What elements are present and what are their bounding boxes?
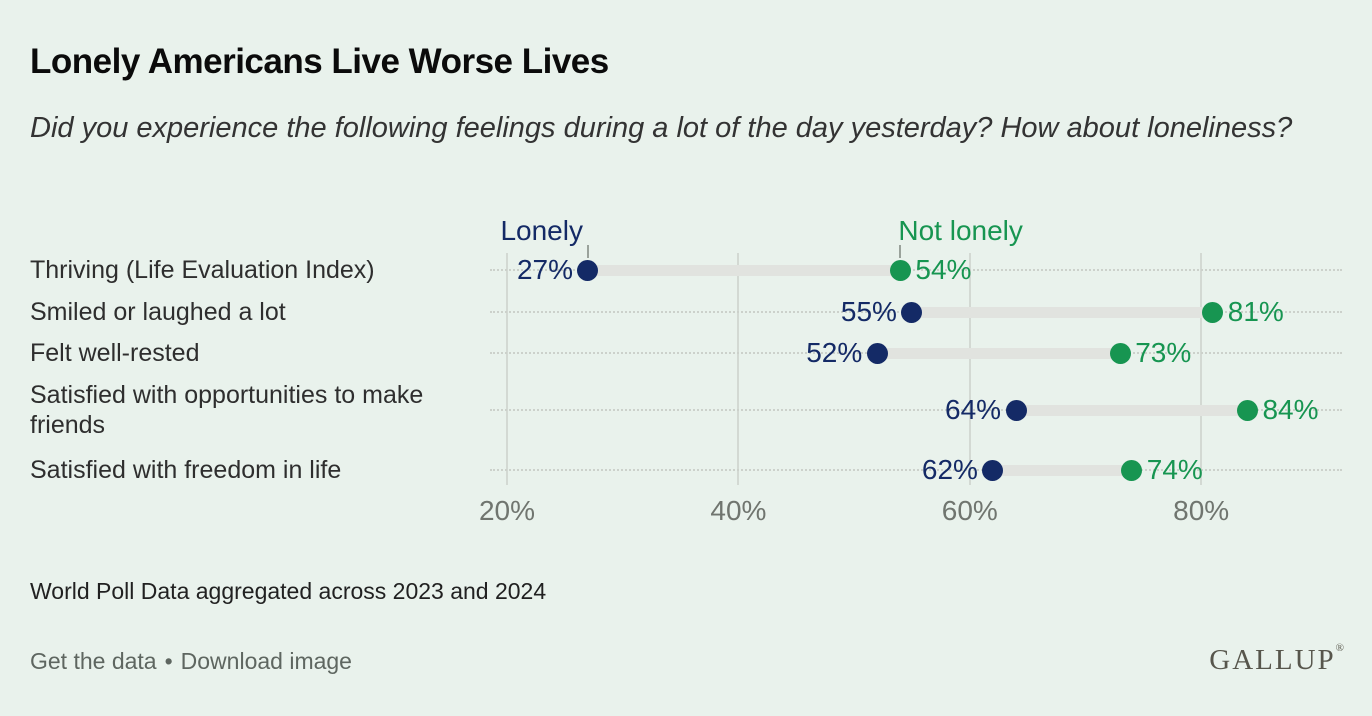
row-guide-dotted-line	[490, 469, 1342, 471]
lonely-dot[interactable]	[866, 342, 888, 364]
row-guide-dotted-line	[490, 409, 1342, 411]
category-label: Satisfied with opportunities to make fri…	[30, 381, 424, 439]
not-lonely-dot[interactable]	[1121, 459, 1143, 481]
category-label: Smiled or laughed a lot	[30, 298, 286, 326]
x-gridline-80	[1200, 253, 1203, 485]
chart-subtitle-question: Did you experience the following feeling…	[30, 112, 1293, 144]
legend-tick-lonely	[586, 245, 589, 258]
x-axis-tick-label: 80%	[1173, 495, 1230, 526]
not-lonely-value-label: 73%	[1135, 337, 1192, 368]
dumbbell-chart: 20% 40% 60% 80% Lonely Not lonely 27% 54% 55% 81%…	[479, 205, 1342, 540]
lonely-value-label: 55%	[840, 296, 897, 327]
not-lonely-dot[interactable]	[889, 259, 911, 281]
dumbbell-connector	[1016, 404, 1248, 416]
lonely-dot[interactable]	[1005, 399, 1027, 421]
category-axis: Thriving (Life Evaluation Index) Smiled o…	[30, 205, 495, 505]
legend-label-lonely: Lonely	[500, 215, 583, 246]
not-lonely-value-label: 81%	[1227, 296, 1284, 327]
registered-trademark-icon: ®	[1335, 642, 1344, 654]
legend-label-not-lonely: Not lonely	[898, 215, 1023, 246]
not-lonely-value-label: 54%	[915, 254, 972, 285]
x-axis-tick-label: 20%	[478, 495, 536, 526]
x-gridline-40	[737, 253, 740, 485]
lonely-dot[interactable]	[901, 301, 923, 323]
dumbbell-connector	[911, 306, 1213, 318]
lonely-dot[interactable]	[982, 459, 1004, 481]
not-lonely-value-label: 74%	[1146, 454, 1203, 485]
not-lonely-dot[interactable]	[1236, 399, 1258, 421]
download-image-link[interactable]: Download image	[180, 648, 352, 674]
not-lonely-dot[interactable]	[1109, 342, 1131, 364]
dumbbell-connector	[877, 347, 1121, 359]
x-gridline-60	[968, 253, 971, 485]
not-lonely-value-label: 84%	[1262, 394, 1319, 425]
gallup-logo: GALLUP®	[1209, 642, 1344, 676]
page-title: Lonely Americans Live Worse Lives	[30, 42, 609, 81]
lonely-dot[interactable]	[577, 259, 599, 281]
lonely-value-label: 62%	[921, 454, 978, 485]
dumbbell-connector	[992, 464, 1132, 476]
lonely-value-label: 52%	[806, 337, 863, 368]
lonely-value-label: 27%	[516, 254, 573, 285]
not-lonely-dot[interactable]	[1202, 301, 1224, 323]
footer-separator: •	[164, 648, 173, 674]
category-label: Felt well-rested	[30, 339, 200, 367]
x-gridline-20	[506, 253, 508, 485]
footer-links: Get the data • Download image	[30, 648, 352, 675]
lonely-value-label: 64%	[945, 394, 1002, 425]
category-label: Thriving (Life Evaluation Index)	[30, 256, 375, 284]
source-note: World Poll Data aggregated across 2023 a…	[30, 578, 547, 604]
get-the-data-link[interactable]: Get the data	[30, 648, 157, 674]
x-axis-tick-label: 60%	[941, 495, 998, 526]
legend-tick-not-lonely	[899, 245, 902, 258]
x-axis-tick-label: 40%	[710, 495, 767, 526]
dumbbell-connector	[587, 264, 901, 276]
row-guide-dotted-line	[490, 269, 1342, 271]
category-label: Satisfied with freedom in life	[30, 456, 342, 484]
